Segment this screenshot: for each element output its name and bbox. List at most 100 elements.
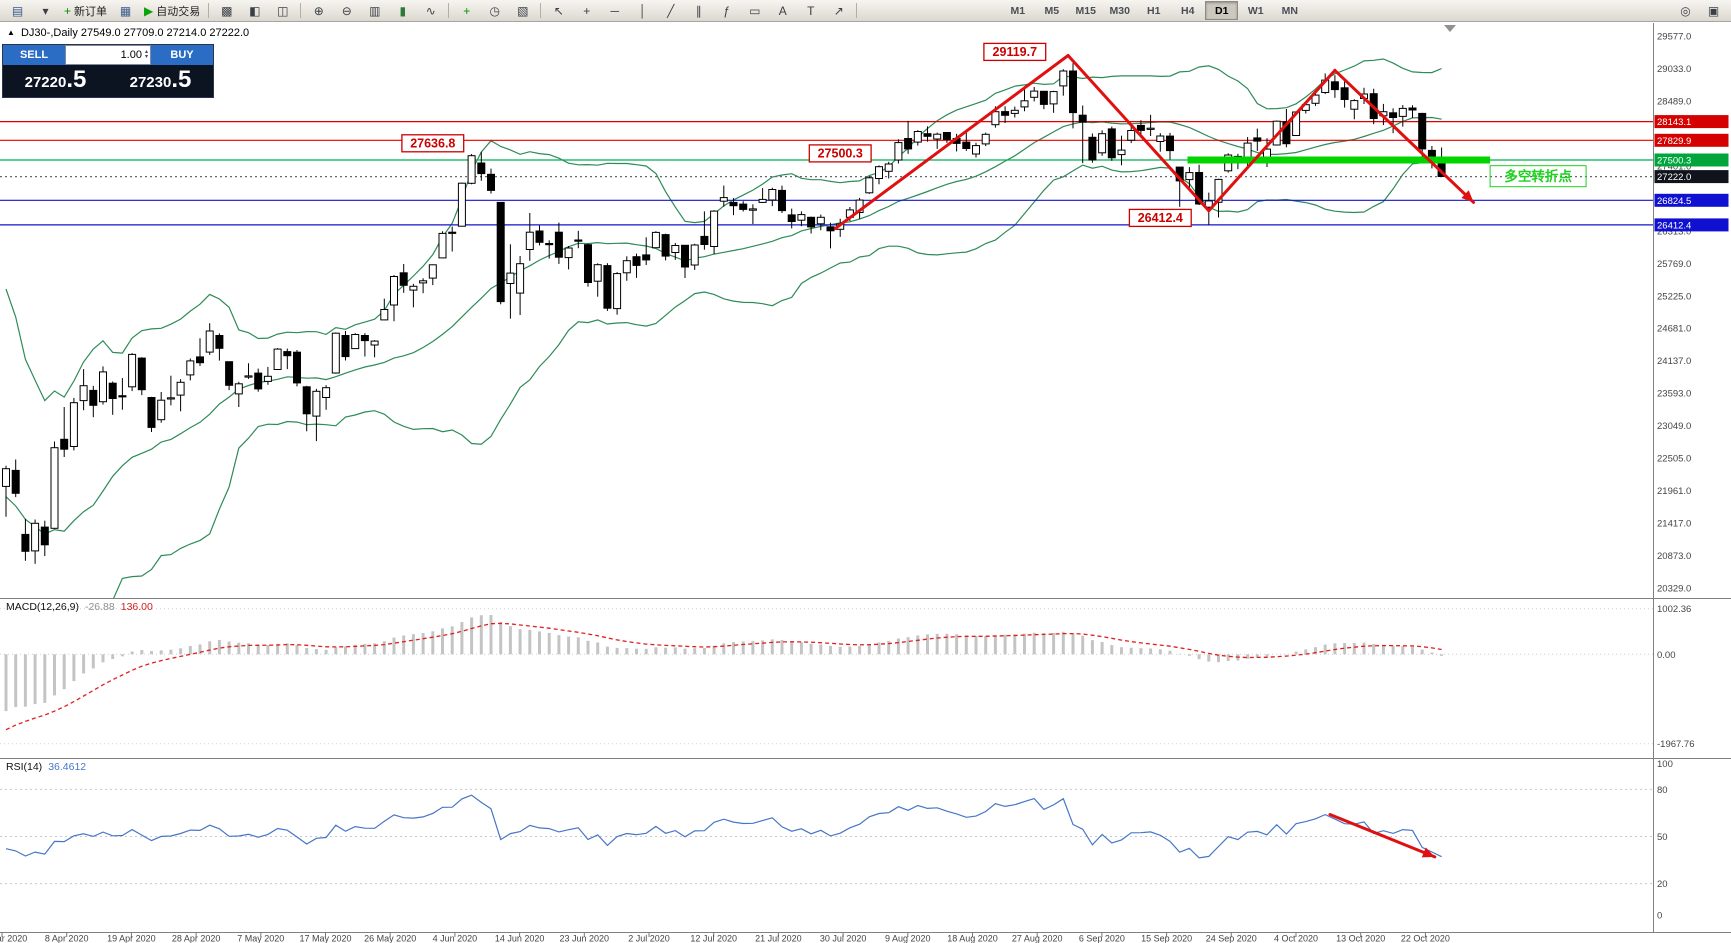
candle [613,272,622,315]
zoom-in-icon[interactable]: ⊕ [305,1,332,21]
zoom-out-icon[interactable]: ⊖ [333,1,360,21]
buy-button[interactable]: BUY [151,45,213,65]
profiles-dropdown-icon[interactable]: ▾ [32,1,59,21]
candle [1069,63,1077,129]
arrowhead [1461,190,1474,203]
label-icon[interactable]: T [797,1,824,21]
candle [545,240,554,259]
timeframe-button-mn[interactable]: MN [1281,4,1298,17]
candle [118,378,127,410]
volume-up-icon[interactable]: ▴ [144,49,148,55]
arrowhead [1421,847,1435,858]
trend-line [1066,54,1211,213]
tile-horizontal-icon[interactable]: ◧ [241,1,268,21]
periods-icon[interactable]: ◷ [481,1,508,21]
date-axis-label: 30 Jul 2020 [820,934,867,943]
svg-text:27500.3: 27500.3 [818,147,863,161]
vertical-line-icon[interactable]: │ [629,1,656,21]
price-axis-label: 21961.0 [1657,486,1691,497]
price-axis-chip-26824.5: 26824.5 [1654,193,1729,207]
indicators-icon[interactable]: + [453,1,480,21]
svg-text:多空转折点: 多空转折点 [1504,168,1572,184]
volume-field[interactable]: 1.00 ▴ ▾ [65,45,151,65]
chart-symbol-period: DJ30-,Daily [20,27,78,39]
candlestick-chart-icon[interactable]: ▮ [389,1,416,21]
price-axis-label: 24137.0 [1657,356,1691,367]
rsi-label: RSI(14) 36.4612 [6,761,86,773]
bollinger-middle-band [5,116,1442,535]
timeframe-button-d1[interactable]: D1 [1205,1,1239,20]
fibonacci-icon[interactable]: ƒ [713,1,740,21]
toolbar-separator [448,3,450,18]
horizontal-line-icon[interactable]: ─ [601,1,628,21]
trendline-icon[interactable]: ╱ [657,1,684,21]
cursor-icon[interactable]: ↖ [545,1,572,21]
sell-price[interactable]: 27220.5 [24,66,87,93]
vertical-line-icon: │ [639,3,647,18]
candle [1039,90,1048,110]
volume-down-icon[interactable]: ▾ [144,54,148,60]
timeframe-button-m5[interactable]: M5 [1044,4,1060,17]
price-axis-chip-27829.9: 27829.9 [1654,133,1729,147]
layout-icon[interactable]: ▣ [1700,1,1727,21]
timeframe-button-h1[interactable]: H1 [1147,4,1161,17]
cascade-windows-icon[interactable]: ▩ [213,1,240,21]
zoom-in-icon: ⊕ [313,3,324,18]
buy-price[interactable]: 27230.5 [129,66,192,93]
new-chart-icon[interactable]: ▤ [4,1,31,21]
periods-icon: ◷ [489,3,500,18]
autotrading-button[interactable]: ▶ 自动交易 [140,1,204,21]
bar-chart-icon[interactable]: ▥ [361,1,388,21]
macd-signal-value: 136.00 [120,601,153,613]
timeframe-button-w1[interactable]: W1 [1247,4,1264,17]
date-axis-label: 30 Mar 2020 [0,934,27,943]
crosshair-icon[interactable]: + [573,1,600,21]
macd-histogram [4,615,1444,712]
layout-icon: ▣ [1707,3,1720,18]
text-icon: A [778,3,787,18]
channel-icon[interactable]: ∥ [685,1,712,21]
shapes-icon[interactable]: ▭ [741,1,768,21]
zoom-out-icon: ⊖ [341,3,352,18]
templates-icon[interactable]: ▧ [509,1,536,21]
timeframe-button-m15[interactable]: M15 [1075,4,1096,17]
timeframe-button-m1[interactable]: M1 [1010,4,1026,17]
date-axis-label: 4 Oct 2020 [1274,934,1318,943]
candle [904,120,913,154]
timeframe-button-m30[interactable]: M30 [1109,4,1130,17]
candle [399,264,408,293]
candle [293,350,301,387]
macd-axis-label: -1967.76 [1657,739,1695,750]
new-order-button[interactable]: + 新订单 [60,1,111,21]
date-axis-label: 15 Sep 2020 [1141,934,1192,943]
tile-vertical-icon[interactable]: ◫ [269,1,296,21]
date-axis-label: 8 Apr 2020 [45,934,89,943]
symbol-marker-icon: ▲ [7,28,15,37]
candle [244,363,253,379]
svg-text:27500.3: 27500.3 [1657,156,1691,167]
arrows-icon[interactable]: ↗ [825,1,852,21]
text-icon[interactable]: A [769,1,796,21]
date-axis-label: 18 Aug 2020 [947,934,998,943]
search-icon[interactable]: ◎ [1672,1,1699,21]
sell-button[interactable]: SELL [3,45,65,65]
candle [816,214,825,231]
candle [875,165,883,185]
line-chart-icon[interactable]: ∿ [417,1,444,21]
rsi-name: RSI(14) [6,761,43,773]
candle [496,201,505,305]
candle [302,385,311,432]
trend-line [1333,68,1476,204]
chart-windows-icon[interactable]: ▦ [112,1,139,21]
candle [50,441,59,529]
timeframe-button-h4[interactable]: H4 [1181,4,1195,17]
candle [79,369,88,411]
candle [166,375,175,406]
candle [933,132,942,149]
candle [807,216,816,234]
trend-line [1207,68,1337,213]
tile-horizontal-icon: ◧ [249,3,261,18]
date-axis-label: 17 May 2020 [299,934,351,943]
candle [186,358,195,381]
